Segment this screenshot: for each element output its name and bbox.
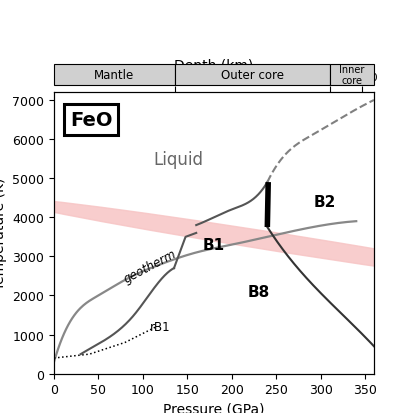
- Text: B8: B8: [247, 285, 270, 299]
- Ellipse shape: [0, 198, 400, 288]
- X-axis label: Pressure (GPa): Pressure (GPa): [163, 402, 265, 413]
- Text: Inner
core: Inner core: [339, 64, 364, 86]
- Text: Liquid: Liquid: [154, 150, 204, 168]
- X-axis label: Depth (km): Depth (km): [174, 59, 254, 73]
- Text: Outer core: Outer core: [221, 69, 284, 82]
- Text: B2: B2: [314, 195, 336, 210]
- Y-axis label: Temperature (K): Temperature (K): [0, 177, 7, 290]
- Text: Mantle: Mantle: [94, 69, 134, 82]
- Text: B1: B1: [203, 237, 225, 252]
- Text: geotherm: geotherm: [122, 247, 178, 286]
- Text: FeO: FeO: [70, 111, 112, 130]
- Text: rB1: rB1: [150, 320, 171, 334]
